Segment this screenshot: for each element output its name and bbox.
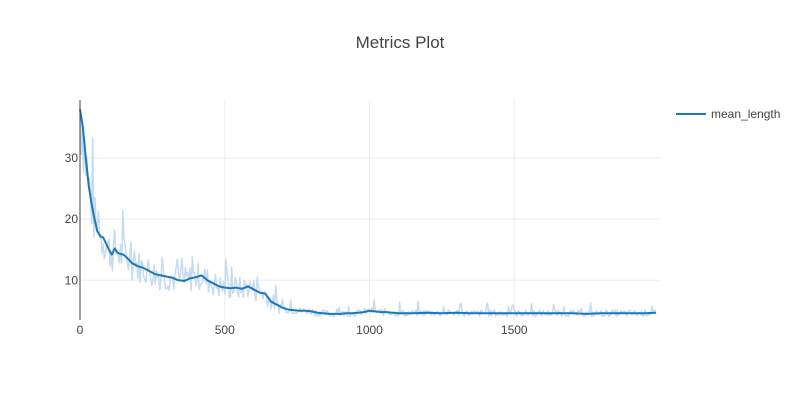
y-tick-label: 20 <box>65 212 79 226</box>
tick-labels: 0 500 1000 1500 10 20 30 <box>65 151 528 337</box>
x-tick-label: 1500 <box>501 323 528 337</box>
x-tick-label: 0 <box>77 323 84 337</box>
raw-values-line <box>79 110 657 318</box>
x-tick-label: 1000 <box>356 323 383 337</box>
y-tick-label: 10 <box>65 273 79 287</box>
grid-lines <box>80 100 659 320</box>
x-tick-label: 500 <box>215 323 235 337</box>
raw-series-band <box>79 110 657 318</box>
legend-label-mean-length[interactable]: mean_length <box>711 107 780 121</box>
legend[interactable]: mean_length <box>676 107 780 121</box>
series-lines <box>79 109 657 315</box>
chart-title: Metrics Plot <box>355 33 445 52</box>
y-tick-label: 30 <box>65 151 79 165</box>
series-line-mean-length <box>79 109 657 315</box>
